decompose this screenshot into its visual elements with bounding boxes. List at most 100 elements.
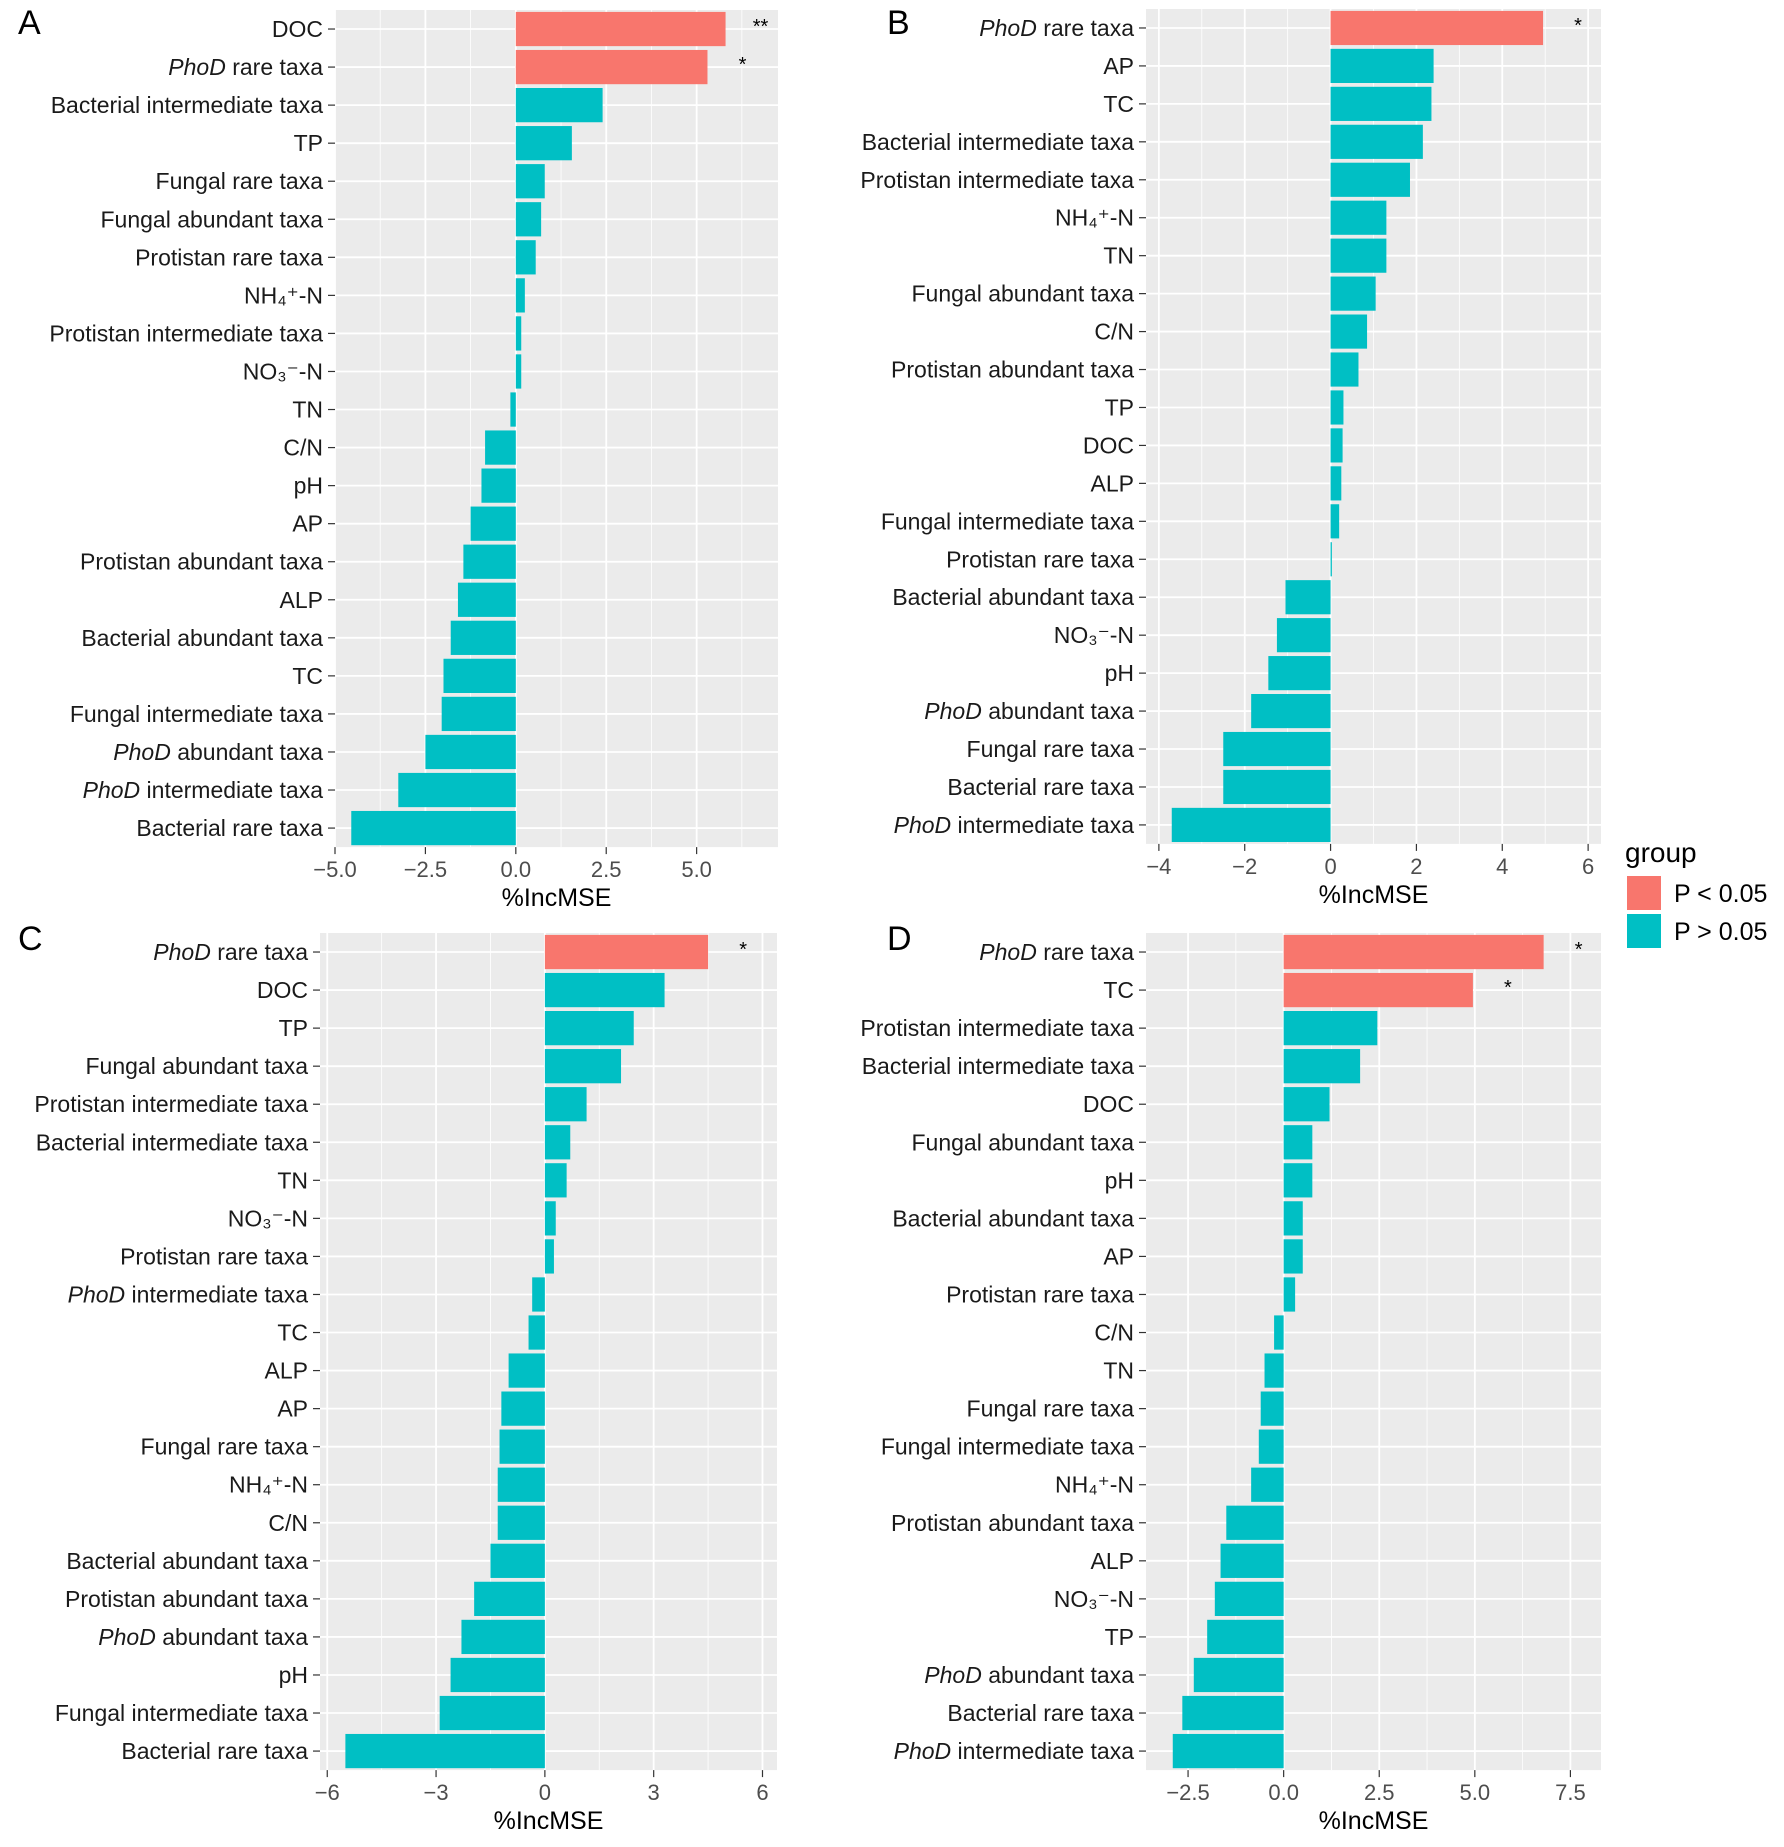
significance-marker: ** xyxy=(753,16,769,38)
y-tick-label: Protistan abundant taxa xyxy=(65,1586,308,1612)
x-axis-label: %IncMSE xyxy=(502,884,612,912)
bar-bacterial-intermediate-taxa xyxy=(1283,1049,1361,1084)
panel-letter: B xyxy=(887,4,910,42)
y-tick-label: pH xyxy=(294,473,323,499)
legend-swatch-nonsignificant xyxy=(1627,914,1661,948)
y-tick-label: AP xyxy=(292,511,323,537)
y-tick-label: Fungal abundant taxa xyxy=(911,1129,1134,1155)
y-tick-label: Bacterial rare taxa xyxy=(121,1738,308,1764)
x-tick-label: 5.0 xyxy=(681,857,712,882)
bar-bacterial-rare-taxa xyxy=(1223,769,1331,805)
bar-phod-abundant-taxa xyxy=(461,1619,545,1655)
bar-tc xyxy=(1330,86,1432,121)
y-tick-label: Fungal abundant taxa xyxy=(100,206,323,232)
y-tick-label: Bacterial rare taxa xyxy=(136,815,323,841)
y-tick-label: Fungal abundant taxa xyxy=(911,281,1134,307)
y-tick-label: NO₃⁻-N xyxy=(228,1205,308,1231)
bar-ph xyxy=(450,1657,545,1693)
y-tick-label: TC xyxy=(1103,91,1134,117)
bar-ap xyxy=(1283,1239,1303,1274)
bar-phod-intermediate-taxa xyxy=(1172,1733,1284,1769)
y-tick-label: TN xyxy=(1103,243,1134,269)
y-tick-label: Bacterial abundant taxa xyxy=(66,1548,308,1574)
x-tick-label: 6 xyxy=(1582,854,1594,879)
y-tick-label: Protistan rare taxa xyxy=(946,1281,1134,1307)
bar-phod-abundant-taxa xyxy=(1193,1657,1284,1693)
y-tick-label: Fungal intermediate taxa xyxy=(881,1434,1134,1460)
bar-tn xyxy=(510,392,516,427)
bar-protistan-abundant-taxa xyxy=(463,544,516,579)
y-tick-label: C/N xyxy=(268,1510,308,1536)
y-tick-label: Bacterial intermediate taxa xyxy=(862,129,1135,155)
x-tick-label: 0.0 xyxy=(501,857,532,882)
x-tick-label: −6 xyxy=(315,1780,340,1805)
x-axis-label: %IncMSE xyxy=(494,1807,604,1835)
y-tick-label: ALP xyxy=(280,587,323,613)
y-tick-label: TP xyxy=(1105,394,1134,420)
significance-marker: * xyxy=(739,54,747,76)
y-tick-label: PhoD intermediate taxa xyxy=(894,812,1135,838)
bar-phod-rare-taxa xyxy=(515,49,708,85)
x-tick-label: 0.0 xyxy=(1268,1780,1299,1805)
y-tick-label: C/N xyxy=(283,435,323,461)
x-tick-label: 2.5 xyxy=(591,857,622,882)
y-tick-label: Fungal rare taxa xyxy=(967,736,1135,762)
significance-marker: * xyxy=(1574,15,1582,37)
bar-fungal-abundant-taxa xyxy=(1283,1125,1313,1160)
bar-ph xyxy=(481,468,516,503)
x-tick-label: 2 xyxy=(1410,854,1422,879)
y-tick-label: AP xyxy=(1103,53,1134,79)
y-tick-label: TC xyxy=(292,663,323,689)
bar-bacterial-abundant-taxa xyxy=(450,620,516,655)
y-tick-label: Fungal intermediate taxa xyxy=(70,701,323,727)
bar-bacterial-rare-taxa xyxy=(345,1733,545,1769)
x-tick-label: −2 xyxy=(1232,854,1257,879)
y-tick-label: ALP xyxy=(1091,470,1134,496)
bar-bacterial-rare-taxa xyxy=(1182,1695,1284,1731)
legend-swatch-significant xyxy=(1627,876,1661,910)
bar-alp xyxy=(457,582,516,617)
y-tick-label: Bacterial abundant taxa xyxy=(81,625,323,651)
y-tick-label: pH xyxy=(1105,660,1134,686)
y-tick-label: PhoD intermediate taxa xyxy=(894,1738,1135,1764)
bar-c-n xyxy=(1330,314,1368,349)
bar-phod-rare-taxa xyxy=(1330,10,1544,46)
y-tick-label: Fungal rare taxa xyxy=(156,168,324,194)
x-tick-label: 0 xyxy=(1324,854,1336,879)
significance-marker: * xyxy=(1575,939,1583,961)
bar-fungal-abundant-taxa xyxy=(515,202,542,237)
panel-letter: D xyxy=(887,920,912,958)
bar-protistan-intermediate-taxa xyxy=(515,316,522,351)
y-tick-label: Fungal rare taxa xyxy=(141,1434,309,1460)
x-tick-label: −5.0 xyxy=(313,857,356,882)
y-tick-label: Protistan abundant taxa xyxy=(891,1510,1134,1536)
bar-fungal-abundant-taxa xyxy=(1330,276,1376,311)
y-tick-label: TP xyxy=(279,1015,308,1041)
panel-a: A DOC ** PhoD rare taxa * Bacterial intermedi… xyxy=(18,4,778,912)
y-tick-label: AP xyxy=(277,1396,308,1422)
bar-protistan-rare-taxa xyxy=(544,1239,554,1274)
bar-nh-n xyxy=(515,278,525,313)
bar-tc xyxy=(443,658,516,693)
bar-bacterial-intermediate-taxa xyxy=(515,88,603,123)
bar-bacterial-abundant-taxa xyxy=(1285,580,1331,615)
legend-label-significant: P < 0.05 xyxy=(1674,880,1767,908)
y-tick-label: Bacterial abundant taxa xyxy=(892,584,1134,610)
panel-d: D PhoD rare taxa * TC * Protistan intermediat… xyxy=(860,920,1601,1835)
y-tick-label: TN xyxy=(277,1167,308,1193)
y-tick-label: Protistan intermediate taxa xyxy=(860,167,1134,193)
x-tick-label: −4 xyxy=(1146,854,1171,879)
bar-protistan-rare-taxa xyxy=(1330,542,1332,577)
bar-phod-rare-taxa xyxy=(1283,934,1544,970)
bar-nh-n xyxy=(1330,200,1387,235)
y-tick-label: TC xyxy=(277,1320,308,1346)
bar-bacterial-intermediate-taxa xyxy=(544,1125,571,1160)
bar-ap xyxy=(470,506,516,541)
bar-doc xyxy=(1330,428,1343,463)
bar-alp xyxy=(1220,1543,1284,1578)
bar-doc xyxy=(515,11,726,47)
y-tick-label: Fungal rare taxa xyxy=(967,1396,1135,1422)
y-tick-label: NO₃⁻-N xyxy=(243,358,323,384)
x-axis-label: %IncMSE xyxy=(1319,881,1429,909)
bar-protistan-intermediate-taxa xyxy=(1330,162,1410,197)
